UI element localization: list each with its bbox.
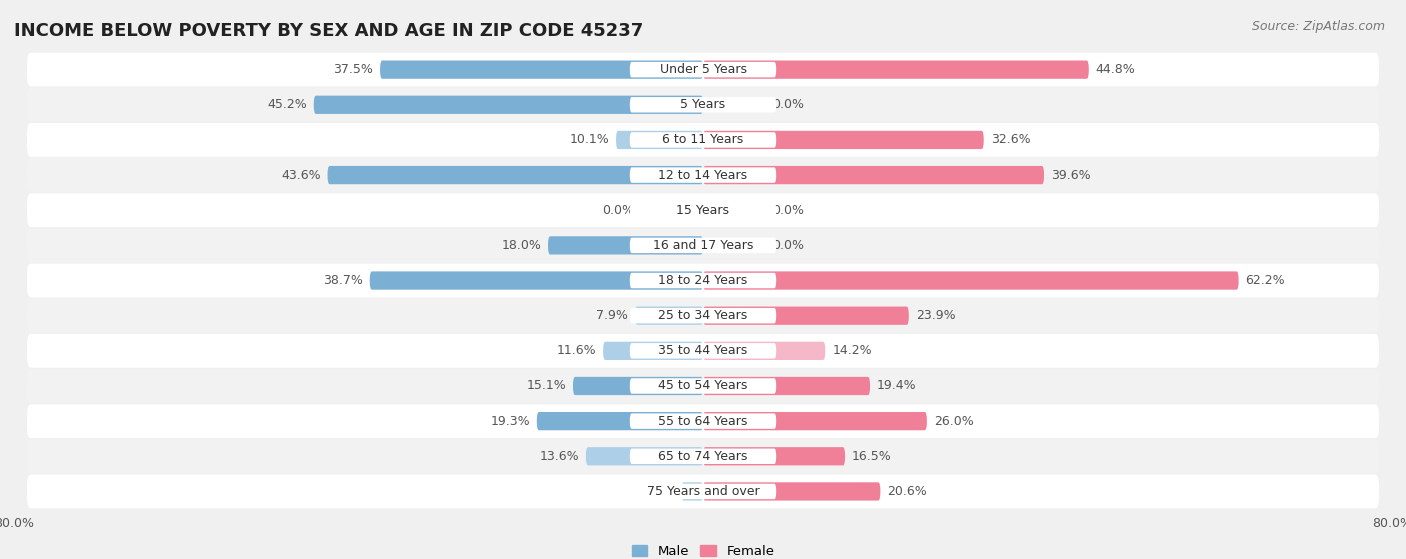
- FancyBboxPatch shape: [616, 131, 703, 149]
- FancyBboxPatch shape: [27, 475, 1379, 508]
- FancyBboxPatch shape: [630, 167, 776, 183]
- Text: 0.0%: 0.0%: [772, 239, 804, 252]
- Text: 0.0%: 0.0%: [772, 98, 804, 111]
- FancyBboxPatch shape: [636, 306, 703, 325]
- FancyBboxPatch shape: [27, 404, 1379, 438]
- FancyBboxPatch shape: [574, 377, 703, 395]
- Text: 44.8%: 44.8%: [1095, 63, 1136, 76]
- Text: 25 to 34 Years: 25 to 34 Years: [658, 309, 748, 322]
- FancyBboxPatch shape: [27, 229, 1379, 262]
- FancyBboxPatch shape: [27, 439, 1379, 473]
- FancyBboxPatch shape: [27, 369, 1379, 403]
- Text: 38.7%: 38.7%: [323, 274, 363, 287]
- FancyBboxPatch shape: [27, 299, 1379, 333]
- Text: 62.2%: 62.2%: [1246, 274, 1285, 287]
- FancyBboxPatch shape: [703, 306, 908, 325]
- Text: 26.0%: 26.0%: [934, 415, 973, 428]
- FancyBboxPatch shape: [27, 264, 1379, 297]
- FancyBboxPatch shape: [630, 484, 776, 499]
- FancyBboxPatch shape: [703, 342, 825, 360]
- Legend: Male, Female: Male, Female: [626, 540, 780, 559]
- Text: 19.4%: 19.4%: [877, 380, 917, 392]
- Text: 5 Years: 5 Years: [681, 98, 725, 111]
- Text: 15 Years: 15 Years: [676, 203, 730, 217]
- FancyBboxPatch shape: [630, 343, 776, 358]
- Text: 19.3%: 19.3%: [491, 415, 530, 428]
- FancyBboxPatch shape: [370, 272, 703, 290]
- Text: 15.1%: 15.1%: [526, 380, 567, 392]
- FancyBboxPatch shape: [703, 60, 1088, 79]
- FancyBboxPatch shape: [27, 88, 1379, 122]
- FancyBboxPatch shape: [630, 97, 776, 112]
- Text: 43.6%: 43.6%: [281, 169, 321, 182]
- Text: 37.5%: 37.5%: [333, 63, 373, 76]
- FancyBboxPatch shape: [630, 414, 776, 429]
- FancyBboxPatch shape: [703, 166, 1045, 184]
- Text: 45.2%: 45.2%: [267, 98, 307, 111]
- Text: 12 to 14 Years: 12 to 14 Years: [658, 169, 748, 182]
- FancyBboxPatch shape: [27, 123, 1379, 157]
- Text: 20.6%: 20.6%: [887, 485, 927, 498]
- FancyBboxPatch shape: [630, 308, 776, 324]
- Text: 18 to 24 Years: 18 to 24 Years: [658, 274, 748, 287]
- FancyBboxPatch shape: [703, 482, 880, 500]
- FancyBboxPatch shape: [314, 96, 703, 114]
- Text: 45 to 54 Years: 45 to 54 Years: [658, 380, 748, 392]
- FancyBboxPatch shape: [27, 158, 1379, 192]
- Text: 2.5%: 2.5%: [643, 485, 675, 498]
- Text: 6 to 11 Years: 6 to 11 Years: [662, 134, 744, 146]
- FancyBboxPatch shape: [630, 132, 776, 148]
- FancyBboxPatch shape: [703, 377, 870, 395]
- Text: 55 to 64 Years: 55 to 64 Years: [658, 415, 748, 428]
- Text: 13.6%: 13.6%: [540, 450, 579, 463]
- FancyBboxPatch shape: [630, 273, 776, 288]
- Text: 10.1%: 10.1%: [569, 134, 609, 146]
- FancyBboxPatch shape: [630, 448, 776, 464]
- Text: 11.6%: 11.6%: [557, 344, 596, 357]
- Text: Source: ZipAtlas.com: Source: ZipAtlas.com: [1251, 20, 1385, 32]
- FancyBboxPatch shape: [703, 272, 1239, 290]
- Text: 65 to 74 Years: 65 to 74 Years: [658, 450, 748, 463]
- Text: 0.0%: 0.0%: [772, 203, 804, 217]
- Text: 7.9%: 7.9%: [596, 309, 628, 322]
- Text: 16.5%: 16.5%: [852, 450, 891, 463]
- Text: 0.0%: 0.0%: [602, 203, 634, 217]
- FancyBboxPatch shape: [380, 60, 703, 79]
- FancyBboxPatch shape: [548, 236, 703, 254]
- Text: 39.6%: 39.6%: [1050, 169, 1091, 182]
- FancyBboxPatch shape: [27, 193, 1379, 227]
- FancyBboxPatch shape: [586, 447, 703, 466]
- FancyBboxPatch shape: [703, 412, 927, 430]
- Text: 32.6%: 32.6%: [991, 134, 1031, 146]
- Text: 35 to 44 Years: 35 to 44 Years: [658, 344, 748, 357]
- FancyBboxPatch shape: [537, 412, 703, 430]
- FancyBboxPatch shape: [27, 53, 1379, 87]
- Text: Under 5 Years: Under 5 Years: [659, 63, 747, 76]
- FancyBboxPatch shape: [630, 238, 776, 253]
- FancyBboxPatch shape: [630, 378, 776, 394]
- Text: 18.0%: 18.0%: [501, 239, 541, 252]
- FancyBboxPatch shape: [27, 334, 1379, 368]
- Text: INCOME BELOW POVERTY BY SEX AND AGE IN ZIP CODE 45237: INCOME BELOW POVERTY BY SEX AND AGE IN Z…: [14, 22, 644, 40]
- FancyBboxPatch shape: [703, 447, 845, 466]
- FancyBboxPatch shape: [682, 482, 703, 500]
- Text: 16 and 17 Years: 16 and 17 Years: [652, 239, 754, 252]
- FancyBboxPatch shape: [328, 166, 703, 184]
- FancyBboxPatch shape: [703, 131, 984, 149]
- Text: 14.2%: 14.2%: [832, 344, 872, 357]
- Text: 75 Years and over: 75 Years and over: [647, 485, 759, 498]
- FancyBboxPatch shape: [630, 62, 776, 77]
- FancyBboxPatch shape: [603, 342, 703, 360]
- FancyBboxPatch shape: [630, 202, 776, 218]
- Text: 23.9%: 23.9%: [915, 309, 955, 322]
